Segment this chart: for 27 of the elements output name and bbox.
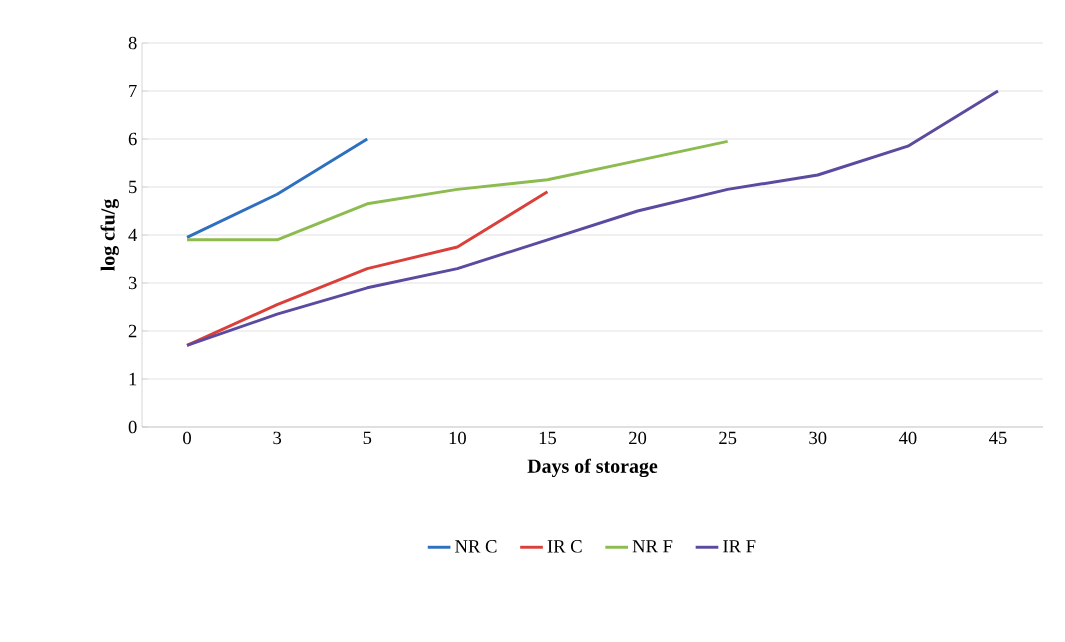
y-axis-title: log cfu/g	[100, 198, 119, 271]
y-tick-label: 8	[128, 36, 137, 50]
y-tick-label: 0	[128, 420, 137, 434]
x-axis-title: Days of storage	[527, 458, 658, 478]
y-tick-label: 7	[129, 84, 137, 98]
legend-label: IR C	[547, 540, 582, 553]
y-tick-label: 2	[128, 324, 137, 338]
y-tick-label: 6	[128, 132, 137, 146]
legend-label: NR C	[455, 540, 497, 553]
x-tick-label: 40	[898, 431, 917, 445]
x-tick-label: 3	[273, 431, 282, 445]
x-tick-label: 15	[539, 431, 557, 445]
x-tick-label: 0	[183, 431, 191, 445]
x-tick-label: 5	[363, 431, 372, 445]
x-tick-label: 25	[719, 431, 737, 445]
x-tick-label: 30	[809, 431, 827, 445]
x-tick-label: 45	[989, 431, 1007, 445]
y-tick-label: 4	[128, 228, 138, 242]
y-tick-label: 1	[129, 372, 137, 386]
x-tick-label: 10	[449, 431, 466, 445]
y-tick-label: 3	[128, 276, 137, 290]
legend-label: IR F	[723, 540, 756, 553]
line-series	[185, 89, 1000, 347]
y-tick-label: 5	[129, 180, 137, 194]
line-series	[185, 139, 730, 242]
x-tick-label: 20	[629, 431, 647, 445]
legend-label: NR F	[632, 540, 673, 553]
